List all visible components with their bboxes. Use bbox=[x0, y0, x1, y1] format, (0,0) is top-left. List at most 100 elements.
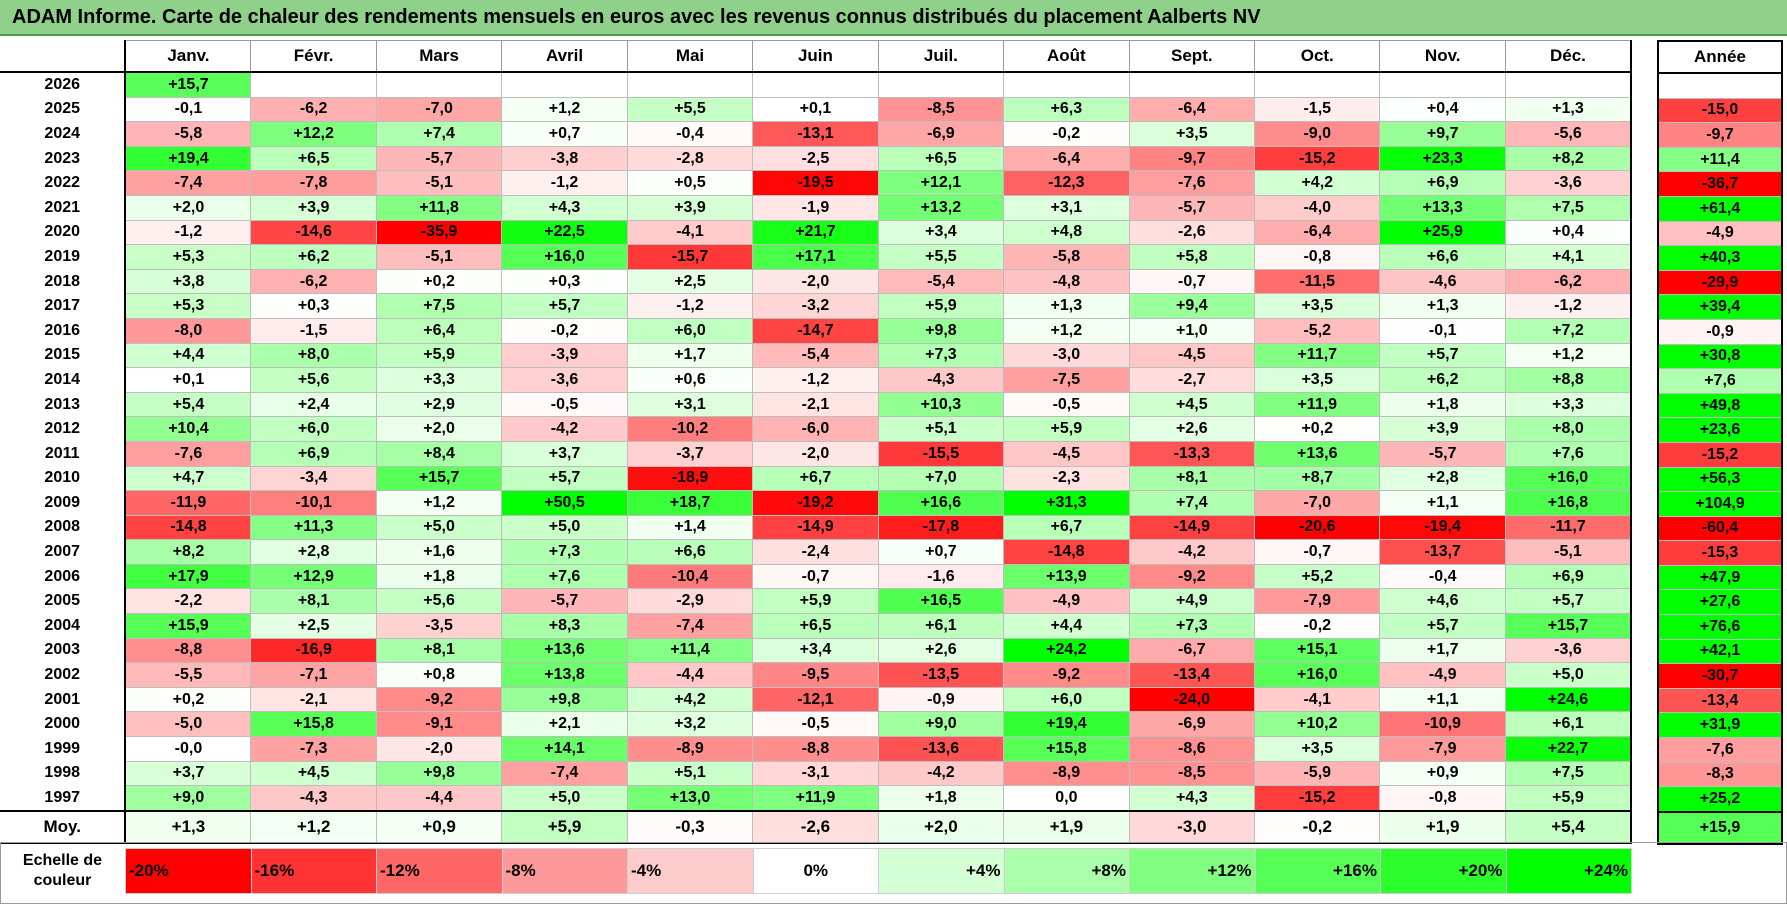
annual-cell: +61,4 bbox=[1657, 196, 1783, 222]
heat-cell: -10,1 bbox=[250, 490, 377, 516]
heat-cell: +6,5 bbox=[752, 613, 879, 639]
heat-cell bbox=[1128, 71, 1256, 98]
month-header: Oct. bbox=[1254, 40, 1381, 73]
heat-cell: -0,5 bbox=[1003, 391, 1130, 418]
heat-cell: +3,7 bbox=[501, 440, 628, 467]
annual-row: -0,9 bbox=[1657, 319, 1783, 345]
heat-cell: -2,3 bbox=[1003, 465, 1130, 492]
year-label: 2022 bbox=[0, 170, 127, 196]
annual-cell: +25,2 bbox=[1657, 786, 1783, 813]
scale-swatch: +8% bbox=[1003, 848, 1130, 894]
annual-cell: +56,3 bbox=[1657, 467, 1783, 493]
heat-cell: +8,2 bbox=[124, 539, 252, 565]
heat-cell: +2,8 bbox=[250, 539, 377, 565]
heat-cell: -10,9 bbox=[1379, 711, 1506, 738]
month-header: Févr. bbox=[250, 40, 377, 73]
annual-cell: +11,4 bbox=[1657, 147, 1783, 173]
heat-cell: +1,0 bbox=[1128, 317, 1256, 344]
heat-cell: -5,7 bbox=[501, 588, 628, 615]
heat-cell: +8,1 bbox=[250, 588, 377, 615]
month-header: Mars bbox=[375, 40, 503, 73]
year-row: 2002 -5,5 -7,1 +0,8 +13,8 -4,4 -9,5 -13,5 -9,2 -1… bbox=[0, 662, 1632, 688]
heat-cell: -6,2 bbox=[250, 96, 377, 123]
heat-cell: +3,1 bbox=[1003, 194, 1130, 221]
heat-cell: +0,7 bbox=[877, 539, 1005, 565]
year-row: 2019 +5,3 +6,2 -5,1 +16,0 -15,7 +17,1 +5,5 -5,8 +… bbox=[0, 244, 1632, 270]
heat-cell: +25,9 bbox=[1379, 219, 1506, 246]
heat-cell: +7,6 bbox=[501, 563, 628, 590]
heat-cell: -0,4 bbox=[1379, 563, 1506, 590]
annual-cell: +76,6 bbox=[1657, 614, 1783, 640]
heat-cell: +5,7 bbox=[1379, 342, 1506, 369]
year-row: 2024 -5,8 +12,2 +7,4 +0,7 -0,4 -13,1 -6,9 -0,2 +3… bbox=[0, 121, 1632, 147]
heat-cell: +3,1 bbox=[626, 391, 754, 418]
annual-header: Année bbox=[1657, 40, 1783, 74]
heat-cell: -4,2 bbox=[501, 416, 628, 442]
annual-cell: -15,3 bbox=[1657, 540, 1783, 566]
heat-cell bbox=[250, 71, 377, 98]
heat-cell: -0,2 bbox=[501, 317, 628, 344]
year-label: 2008 bbox=[0, 515, 127, 540]
year-label: 2015 bbox=[0, 343, 127, 368]
heat-cell: -8,9 bbox=[626, 736, 754, 762]
heat-cell bbox=[877, 71, 1005, 98]
heat-cell: -14,8 bbox=[1003, 539, 1130, 565]
heat-cell: -15,7 bbox=[626, 244, 754, 270]
heat-cell: -5,4 bbox=[877, 268, 1005, 295]
heat-cell: +11,8 bbox=[375, 194, 503, 221]
scale-swatch: -4% bbox=[627, 848, 754, 894]
heat-cell: -7,9 bbox=[1254, 588, 1381, 615]
heat-cell: +3,5 bbox=[1128, 121, 1256, 147]
heat-cell: -7,6 bbox=[1128, 170, 1256, 196]
heat-cell: +22,5 bbox=[501, 219, 628, 246]
heat-cell: +12,1 bbox=[877, 170, 1005, 196]
year-row: 2025 -0,1 -6,2 -7,0 +1,2 +5,5 +0,1 -8,5 +6,3 -6,4… bbox=[0, 96, 1632, 123]
heat-cell: +5,9 bbox=[752, 588, 879, 615]
scale-swatch: +24% bbox=[1505, 848, 1632, 894]
heat-cell: -13,7 bbox=[1379, 539, 1506, 565]
year-row: 2020 -1,2 -14,6 -35,9 +22,5 -4,1 +21,7 +3,4 +4,8… bbox=[0, 219, 1632, 246]
average-cell: -2,6 bbox=[752, 809, 879, 844]
heat-cell: +5,1 bbox=[626, 760, 754, 787]
heat-cell: -9,2 bbox=[1128, 563, 1256, 590]
year-row: 2022 -7,4 -7,8 -5,1 -1,2 +0,5 -19,5 +12,1 -12,3-… bbox=[0, 170, 1632, 196]
heat-cell: +8,4 bbox=[375, 440, 503, 467]
heat-cell: +24,2 bbox=[1003, 637, 1130, 664]
heat-cell: +2,6 bbox=[877, 637, 1005, 664]
heat-cell: +1,8 bbox=[375, 563, 503, 590]
heat-cell: +0,2 bbox=[375, 268, 503, 295]
annual-cell: -13,4 bbox=[1657, 688, 1783, 714]
heat-cell: -14,6 bbox=[250, 219, 377, 246]
heat-cell: -3,4 bbox=[250, 465, 377, 492]
heat-cell: +14,1 bbox=[501, 736, 628, 762]
annual-row: -13,4 bbox=[1657, 688, 1783, 714]
heat-cell: -19,4 bbox=[1379, 514, 1506, 541]
annual-row: +104,9 bbox=[1657, 491, 1783, 517]
heat-cell: +8,8 bbox=[1504, 367, 1632, 393]
heat-cell: +16,0 bbox=[1254, 662, 1381, 688]
year-label: 1997 bbox=[0, 785, 127, 811]
year-row: 2003 -8,8 -16,9 +8,1 +13,6 +11,4 +3,4 +2,6 +24,2… bbox=[0, 637, 1632, 664]
heat-cell: +7,3 bbox=[877, 342, 1005, 369]
heat-cell: +6,0 bbox=[626, 317, 754, 344]
heat-cell: +4,4 bbox=[1003, 613, 1130, 639]
heat-cell: +11,4 bbox=[626, 637, 754, 664]
heat-cell: +1,3 bbox=[1504, 96, 1632, 123]
heat-cell: +4,7 bbox=[124, 465, 252, 492]
heat-cell: +5,9 bbox=[1504, 785, 1632, 812]
color-scale-label: Echelle de couleur bbox=[22, 852, 103, 889]
heat-cell: -24,0 bbox=[1128, 686, 1256, 713]
heat-cell: -14,8 bbox=[124, 514, 252, 541]
heat-cell: +4,3 bbox=[501, 194, 628, 221]
heat-cell: +6,4 bbox=[375, 317, 503, 344]
heat-cell: -2,8 bbox=[626, 145, 754, 172]
annual-average-row: +15,9 bbox=[1657, 810, 1783, 845]
heat-cell: +12,2 bbox=[250, 121, 377, 147]
heat-cell bbox=[1254, 71, 1381, 98]
heat-cell: +2,9 bbox=[375, 391, 503, 418]
heat-cell: +15,7 bbox=[124, 71, 252, 98]
month-header: Déc. bbox=[1504, 40, 1632, 73]
average-row: Moy. +1,3 +1,2 +0,9 +5,9 -0,3 -2,6 +2,0 +1,9 -3,0… bbox=[0, 809, 1632, 844]
annual-cell: -15,0 bbox=[1657, 98, 1783, 124]
heat-cell: -3,9 bbox=[501, 342, 628, 369]
